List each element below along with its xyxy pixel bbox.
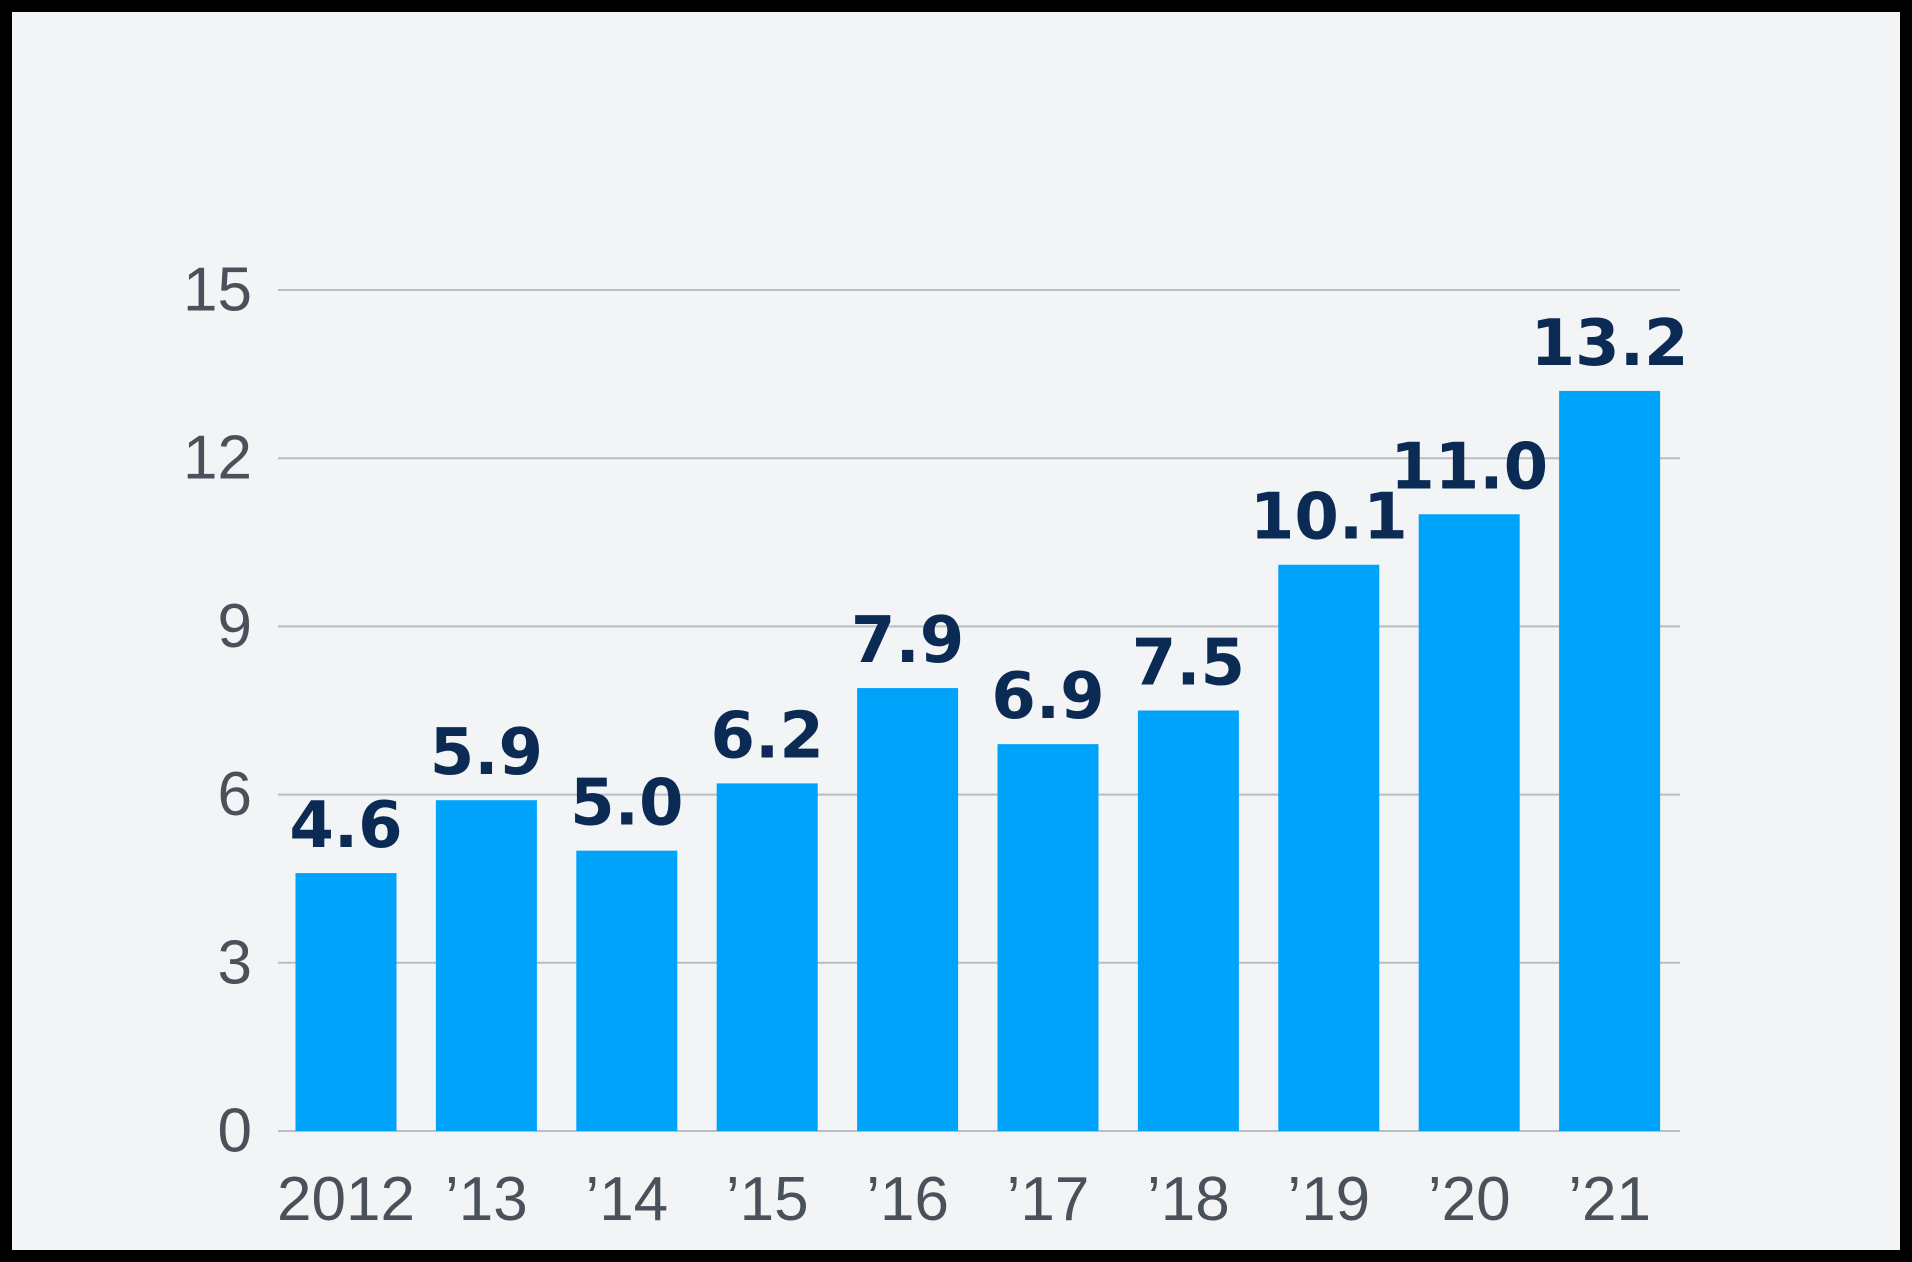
x-tick-label: ’14 bbox=[585, 1165, 668, 1234]
bar bbox=[997, 744, 1099, 1131]
bar-value-label: 5.0 bbox=[570, 767, 683, 841]
bar bbox=[435, 800, 537, 1131]
bar-value-label: 13.2 bbox=[1531, 307, 1689, 381]
bar-value-label: 6.2 bbox=[711, 699, 824, 773]
x-tick-label: ’17 bbox=[1007, 1165, 1090, 1234]
bar-value-label: 5.9 bbox=[430, 716, 543, 790]
bar bbox=[857, 688, 959, 1131]
x-tick-label: ’13 bbox=[445, 1165, 528, 1234]
y-tick-label: 15 bbox=[183, 256, 252, 325]
y-tick-label: 12 bbox=[183, 424, 252, 493]
bar-value-label: 11.0 bbox=[1390, 430, 1548, 504]
bar bbox=[1278, 564, 1380, 1131]
x-tick-label: 2012 bbox=[277, 1165, 415, 1234]
y-tick-label: 9 bbox=[218, 592, 252, 661]
x-axis-tick-labels: 2012 ’13 ’14 ’15 ’16 ’17 ’18 ’19 ’20 ’21 bbox=[277, 1165, 1651, 1234]
value-labels: 4.6 5.9 5.0 6.2 7.9 6.9 7.510.111.0 13.2 bbox=[289, 307, 1688, 863]
x-tick-label: ’15 bbox=[726, 1165, 809, 1234]
bars bbox=[295, 390, 1661, 1131]
bar bbox=[1559, 390, 1661, 1131]
bar bbox=[295, 873, 397, 1131]
bar bbox=[1137, 710, 1239, 1131]
y-tick-label: 6 bbox=[218, 760, 252, 829]
y-tick-label: 0 bbox=[218, 1097, 252, 1166]
y-axis-tick-labels: 0 3 6 9 12 15 bbox=[183, 256, 252, 1166]
bar-value-label: 10.1 bbox=[1250, 481, 1408, 555]
x-tick-label: ’19 bbox=[1287, 1165, 1370, 1234]
bar-value-label: 7.5 bbox=[1132, 627, 1245, 701]
bar-value-label: 4.6 bbox=[289, 789, 402, 863]
bar bbox=[576, 850, 678, 1131]
x-tick-label: ’21 bbox=[1568, 1165, 1651, 1234]
bar-value-label: 7.9 bbox=[851, 604, 964, 678]
x-tick-label: ’16 bbox=[866, 1165, 949, 1234]
bar-value-label: 6.9 bbox=[991, 660, 1104, 734]
x-tick-label: ’20 bbox=[1428, 1165, 1511, 1234]
bar bbox=[716, 783, 818, 1131]
y-tick-label: 3 bbox=[218, 928, 252, 997]
bar bbox=[1418, 514, 1520, 1131]
x-tick-label: ’18 bbox=[1147, 1165, 1230, 1234]
